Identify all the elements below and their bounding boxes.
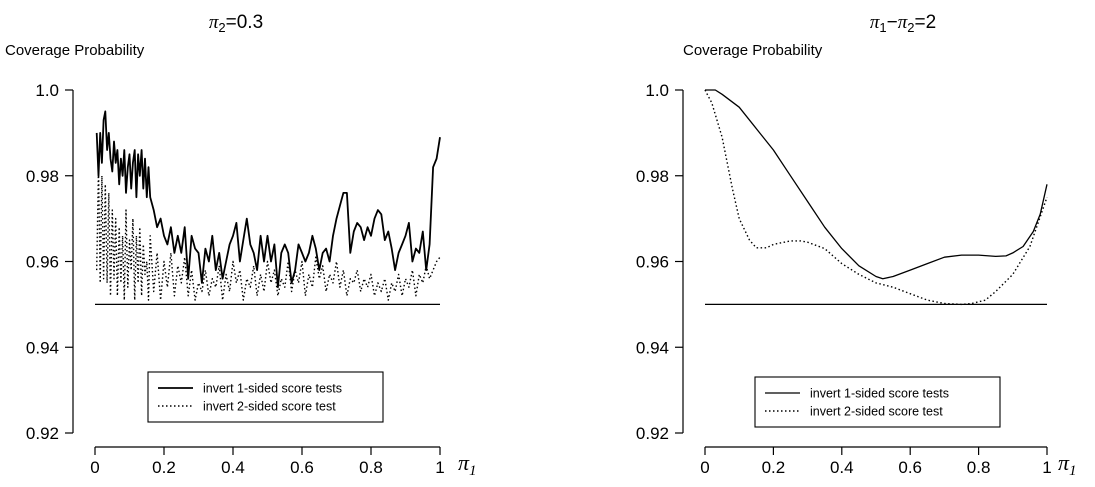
y-tick-label: 0.94 bbox=[26, 338, 59, 357]
title-sub1: 1 bbox=[879, 20, 886, 35]
x-axis-ticks: 0 0.2 0.4 0.6 0.8 1 bbox=[700, 446, 1052, 477]
x-tick-label: 0.2 bbox=[762, 458, 786, 477]
x-tick-label: 1 bbox=[435, 458, 444, 477]
plot-marks bbox=[704, 89, 1048, 306]
plot-marks bbox=[95, 110, 441, 306]
x-axis-subscript: 1 bbox=[469, 463, 477, 479]
y-tick-label: 0.96 bbox=[26, 253, 59, 272]
x-tick-label: 0 bbox=[90, 458, 99, 477]
legend: invert 1-sided score tests invert 2-sided… bbox=[147, 371, 384, 423]
left-chart: π2=0.3 Coverage Probability 0 0.2 0.4 0.6 0.… bbox=[5, 12, 477, 479]
x-axis-ticks: 0 0.2 0.4 0.6 0.8 1 bbox=[90, 446, 445, 477]
y-tick-label: 1.0 bbox=[645, 81, 669, 100]
title-sub2: 2 bbox=[907, 20, 914, 35]
y-axis-label: Coverage Probability bbox=[5, 42, 145, 59]
x-axis-label: π1 bbox=[458, 450, 477, 479]
x-axis-subscript: 1 bbox=[1069, 463, 1077, 479]
series-line-one-sided bbox=[95, 110, 441, 289]
legend-label: invert 1-sided score tests bbox=[203, 382, 342, 396]
title-value: =0.3 bbox=[226, 12, 264, 33]
chart-title: π2=0.3 bbox=[209, 12, 263, 35]
y-tick-label: 0.92 bbox=[26, 424, 59, 443]
x-tick-label: 0.8 bbox=[359, 458, 383, 477]
x-tick-label: 0.6 bbox=[290, 458, 314, 477]
legend: invert 1-sided score tests invert 2-sided… bbox=[754, 376, 1001, 428]
x-axis-label: π1 bbox=[1058, 450, 1077, 479]
legend-label: invert 2-sided score test bbox=[810, 405, 943, 419]
y-axis-label: Coverage Probability bbox=[683, 42, 823, 59]
title-pi-symbol: π bbox=[209, 12, 219, 33]
right-chart: π1−π2=2 Coverage Probability 0 0.2 0.4 0.6 0… bbox=[636, 12, 1077, 479]
y-tick-label: 0.96 bbox=[636, 253, 669, 272]
series-line-one-sided bbox=[705, 89, 1048, 280]
x-tick-label: 0.4 bbox=[830, 458, 854, 477]
chart-title: π1−π2=2 bbox=[870, 12, 936, 35]
title-minus: − bbox=[887, 12, 898, 33]
title-pi1: π bbox=[870, 12, 880, 33]
y-tick-label: 0.94 bbox=[636, 338, 669, 357]
y-axis-ticks: 0.92 0.94 0.96 0.98 1.0 bbox=[636, 81, 684, 443]
title-subscript: 2 bbox=[218, 20, 225, 35]
y-tick-label: 0.98 bbox=[636, 167, 669, 186]
x-tick-label: 1 bbox=[1042, 458, 1051, 477]
x-tick-label: 0.6 bbox=[898, 458, 922, 477]
title-pi2: π bbox=[898, 12, 908, 33]
legend-label: invert 2-sided score test bbox=[203, 400, 336, 414]
x-tick-label: 0.4 bbox=[221, 458, 245, 477]
series-line-two-sided bbox=[96, 166, 441, 301]
x-tick-label: 0.8 bbox=[967, 458, 991, 477]
y-tick-label: 0.98 bbox=[26, 167, 59, 186]
y-axis-ticks: 0.92 0.94 0.96 0.98 1.0 bbox=[26, 81, 74, 443]
x-tick-label: 0.2 bbox=[152, 458, 176, 477]
series-line-two-sided bbox=[704, 89, 1048, 306]
y-tick-label: 1.0 bbox=[35, 81, 59, 100]
title-value: =2 bbox=[914, 12, 936, 33]
legend-label: invert 1-sided score tests bbox=[810, 387, 949, 401]
x-tick-label: 0 bbox=[700, 458, 709, 477]
legend-box bbox=[754, 376, 1001, 428]
legend-box bbox=[147, 371, 384, 423]
y-tick-label: 0.92 bbox=[636, 424, 669, 443]
